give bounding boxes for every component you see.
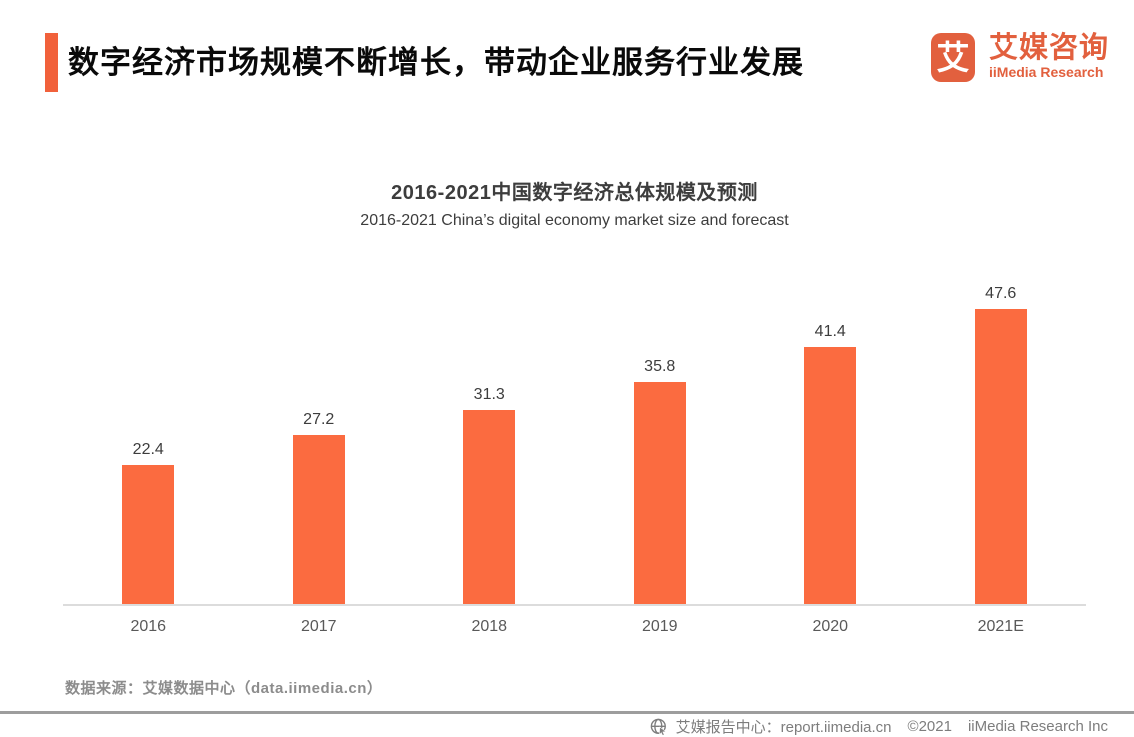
bar (633, 382, 686, 604)
bar-column: 47.6 (916, 286, 1087, 604)
logo-wordmark: 艾媒咨询 iiMedia Research (989, 32, 1110, 81)
bar (974, 309, 1027, 604)
logo-name-en: iiMedia Research (989, 64, 1104, 81)
company-text: iiMedia Research Inc (967, 718, 1108, 735)
bar-column: 27.2 (234, 412, 405, 604)
bar (804, 347, 857, 604)
x-axis-label: 2018 (471, 618, 508, 635)
footer: 艾媒报告中心：report.iimedia.cn ©2021 iiMedia R… (650, 716, 1108, 737)
bar-value-label: 35.8 (644, 358, 676, 375)
bar-value-label: 27.2 (303, 411, 335, 428)
bar-column: 31.3 (404, 387, 575, 604)
bar (292, 435, 345, 604)
bar-value-label: 22.4 (132, 441, 164, 458)
bar-value-label: 41.4 (814, 323, 846, 340)
data-source-note: 数据来源：艾媒数据中心（data.iimedia.cn） (65, 680, 383, 697)
bar-column: 35.8 (575, 359, 746, 604)
logo-mark-icon: 艾 (931, 33, 975, 82)
bar-plot: 22.4 27.2 31.3 35.8 41.4 47.6 (63, 275, 1086, 606)
iimedia-logo: 艾 艾媒咨询 iiMedia Research (931, 32, 1110, 82)
logo-name-cn: 艾媒咨询 (989, 32, 1110, 64)
chart-subtitle: 2016-2021 China’s digital economy market… (360, 212, 789, 229)
bar (463, 410, 516, 604)
copyright-text: ©2021 (907, 718, 952, 735)
footer-divider (0, 711, 1134, 714)
x-axis-label: 2017 (300, 618, 337, 635)
x-axis-labels: 2016 2017 2018 2019 2020 2021E (63, 618, 1086, 636)
page-title: 数字经济市场规模不断增长，带动企业服务行业发展 (68, 45, 804, 80)
chart-title: 2016-2021中国数字经济总体规模及预测 (391, 182, 758, 204)
bar-column: 22.4 (63, 442, 234, 604)
x-axis-label: 2021E (977, 618, 1024, 635)
bar-value-label: 31.3 (473, 386, 505, 403)
x-axis-label: 2016 (130, 618, 167, 635)
report-center-text: 艾媒报告中心：report.iimedia.cn (675, 719, 892, 736)
bar (122, 465, 175, 604)
bar-value-label: 47.6 (985, 285, 1017, 302)
title-accent-bar (45, 33, 58, 92)
bar-column: 41.4 (745, 324, 916, 604)
x-axis-label: 2020 (812, 618, 849, 635)
x-axis-label: 2019 (641, 618, 678, 635)
globe-cursor-icon (650, 718, 667, 736)
